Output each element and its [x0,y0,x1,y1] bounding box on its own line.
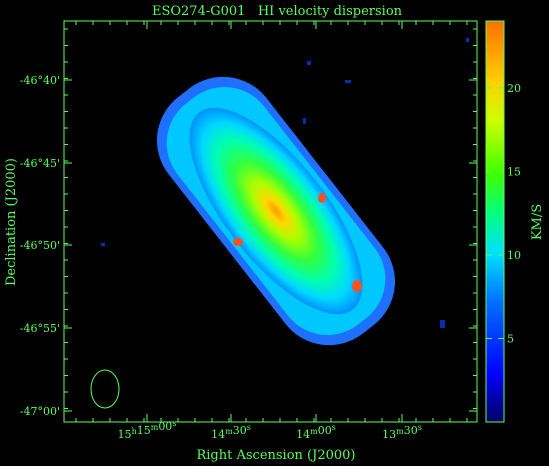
noise-speck [466,38,469,42]
x-axis-label: Right Ascension (J2000) [196,448,355,463]
y-tick-label: -47°00' [20,405,60,418]
hot-spot [233,238,243,246]
noise-speck [345,80,351,83]
galaxy-core [189,107,363,315]
x-axis: 15h15m00s 14m30s 14m00s 13m30s [75,21,468,441]
colorbar-ticks: 5 10 15 20 [486,82,521,345]
y-axis: -46°40' -46°45' -46°50' -46°55' -47°00' [20,28,477,418]
y-tick-label: -46°50' [20,239,60,252]
beam-ellipse [90,369,120,409]
colorbar-tick-label: 5 [507,332,514,345]
colorbar-tick-label: 15 [507,165,521,178]
x-tick-label: 15h15m00s [118,419,177,441]
x-tick-label: 14m00s [296,423,336,441]
y-axis-label: Declination (J2000) [4,158,19,286]
noise-speck [440,320,445,328]
noise-speck [307,61,311,65]
plot-frame [63,20,478,423]
y-tick-label: -46°55' [20,322,60,335]
x-tick-label: 14m30s [211,423,251,441]
colorbar [485,20,505,423]
y-tick-label: -46°40' [20,74,60,87]
chart-title: ESO274-G001 HI velocity dispersion [152,4,403,19]
heatmap-image [90,38,469,409]
colorbar-tick-label: 10 [507,249,521,262]
colorbar-tick-label: 20 [507,82,521,95]
hot-spot [318,193,326,203]
noise-speck [101,243,105,246]
noise-speck [303,118,306,124]
y-tick-label: -46°45' [20,157,60,170]
colorbar-label: KM/S [530,204,545,240]
hot-spot [352,280,362,292]
x-tick-label: 13m30s [382,423,422,441]
